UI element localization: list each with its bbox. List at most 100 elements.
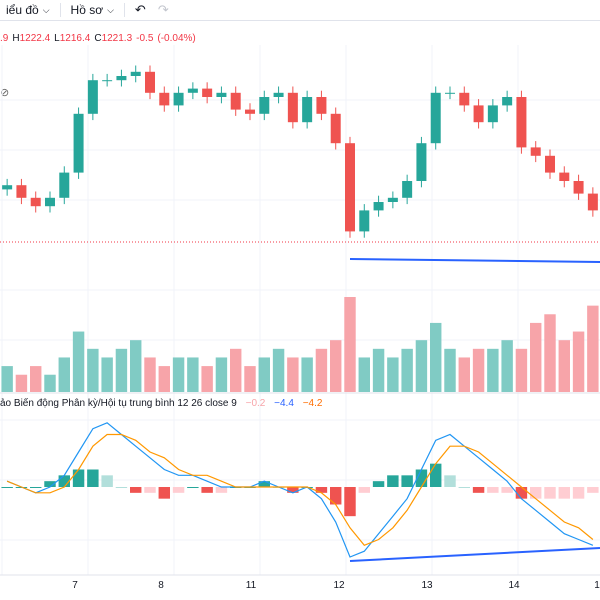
- high-label: H: [12, 33, 20, 44]
- volume-bar: [201, 366, 213, 392]
- volume-bar: [358, 357, 370, 392]
- macd-histogram-bar: [401, 475, 413, 487]
- volume-bar: [430, 322, 442, 392]
- macd-trend-line: [349, 547, 600, 562]
- close-label: C: [94, 33, 102, 44]
- macd-histogram-bar: [344, 487, 356, 517]
- macd-line-value: −4.4: [274, 398, 294, 409]
- candle-body: [387, 197, 398, 202]
- macd-histogram-bar: [487, 487, 499, 493]
- change-value: -0.5: [136, 33, 154, 44]
- indicators-dropdown[interactable]: iểu đồ ⌵: [0, 0, 56, 20]
- toolbar-divider: [123, 3, 125, 17]
- macd-histogram-bar: [415, 469, 428, 487]
- x-axis-label: 14: [508, 580, 520, 591]
- redo-icon[interactable]: ↷: [157, 2, 169, 17]
- candle-body: [330, 113, 341, 144]
- volume-bar: [487, 348, 499, 392]
- x-axis-label: 1: [594, 580, 600, 591]
- top-toolbar: iểu đồ ⌵ Hồ sơ ⌵ ↶ ↷: [0, 0, 600, 21]
- volume-bar: [558, 340, 570, 392]
- macd-histogram-bar: [130, 487, 142, 493]
- candle-body: [302, 97, 313, 123]
- price-trend-line: [349, 258, 600, 263]
- macd-histogram-bar: [201, 487, 213, 493]
- volume-bar: [572, 331, 585, 392]
- volume-bar: [58, 357, 70, 392]
- candle-body: [459, 92, 470, 106]
- candle-body: [145, 71, 155, 93]
- toolbar-divider: [59, 3, 61, 17]
- volume-bar: [101, 357, 113, 392]
- volume-bar: [230, 348, 242, 392]
- volume-bar: [15, 374, 28, 392]
- x-axis-label: 7: [72, 580, 78, 591]
- volume-bar: [1, 366, 13, 392]
- volume-bar: [515, 348, 528, 392]
- volume-bar: [215, 357, 228, 392]
- macd-histogram-bar: [530, 487, 542, 499]
- candle-body: [473, 105, 484, 123]
- macd-histogram-bar: [515, 487, 528, 499]
- volume-bar: [444, 348, 456, 392]
- volume-bar: [172, 357, 185, 392]
- volume-bar: [530, 322, 542, 392]
- chevron-down-icon: ⌵: [42, 4, 50, 15]
- macd-histogram-bar: [472, 487, 485, 493]
- candle-body: [216, 92, 227, 97]
- macd-histogram-bar: [358, 487, 370, 493]
- candle-body: [445, 92, 455, 94]
- template-dropdown[interactable]: Hồ sơ ⌵: [65, 0, 120, 20]
- macd-histogram-bar: [101, 475, 113, 487]
- candle-body: [59, 172, 70, 198]
- volume-bar: [372, 348, 385, 392]
- undo-icon[interactable]: ↶: [134, 2, 146, 17]
- macd-histogram-bar: [372, 481, 385, 487]
- macd-title: ảo Biến động Phân kỳ/Hội tụ trung bình 1…: [0, 398, 237, 409]
- macd-histogram-bar: [315, 487, 328, 493]
- macd-histogram-bar: [258, 481, 270, 487]
- indicators-label: iểu đồ: [6, 3, 39, 17]
- macd-histogram-bar: [215, 487, 228, 493]
- candle-body: [116, 76, 127, 81]
- candle-body: [402, 181, 413, 198]
- macd-histogram-bar: [387, 475, 399, 487]
- x-axis-label: 12: [333, 580, 345, 591]
- macd-histogram-bar: [587, 487, 599, 493]
- candle-body: [573, 181, 584, 194]
- volume-bar: [501, 340, 513, 392]
- macd-histogram-bar: [44, 481, 56, 487]
- candle-body: [273, 92, 284, 97]
- candle-body: [173, 92, 184, 106]
- volume-bar: [301, 357, 313, 392]
- visibility-icon[interactable]: ⊘: [0, 87, 10, 99]
- candle-body: [530, 147, 541, 156]
- macd-histogram-bar: [444, 475, 456, 487]
- volume-bar: [258, 357, 270, 392]
- macd-histogram-bar: [30, 487, 42, 488]
- close-value: 1221.3: [101, 33, 133, 44]
- candle-body: [230, 92, 241, 110]
- candle-body: [259, 97, 270, 114]
- candle-body: [316, 97, 327, 114]
- candle-body: [245, 109, 255, 114]
- volume-bar: [187, 357, 199, 392]
- macd-signal-value: −4.2: [302, 398, 323, 409]
- template-label: Hồ sơ: [70, 3, 104, 17]
- candle-body: [587, 193, 598, 211]
- macd-hist-value: −0.2: [245, 398, 266, 409]
- candle-body: [73, 113, 84, 173]
- volume-bar: [115, 348, 128, 392]
- candle-body: [202, 88, 213, 97]
- volume-bar: [87, 348, 99, 392]
- candle-body: [2, 185, 13, 190]
- change-percent: (-0.04%): [157, 33, 196, 44]
- chevron-down-icon: ⌵: [107, 4, 114, 15]
- candle-body: [373, 202, 384, 211]
- candle-body: [30, 197, 41, 207]
- candle-body: [430, 92, 441, 144]
- volume-bar: [401, 348, 413, 392]
- candle-body: [416, 143, 427, 181]
- macd-histogram-bar: [287, 487, 299, 493]
